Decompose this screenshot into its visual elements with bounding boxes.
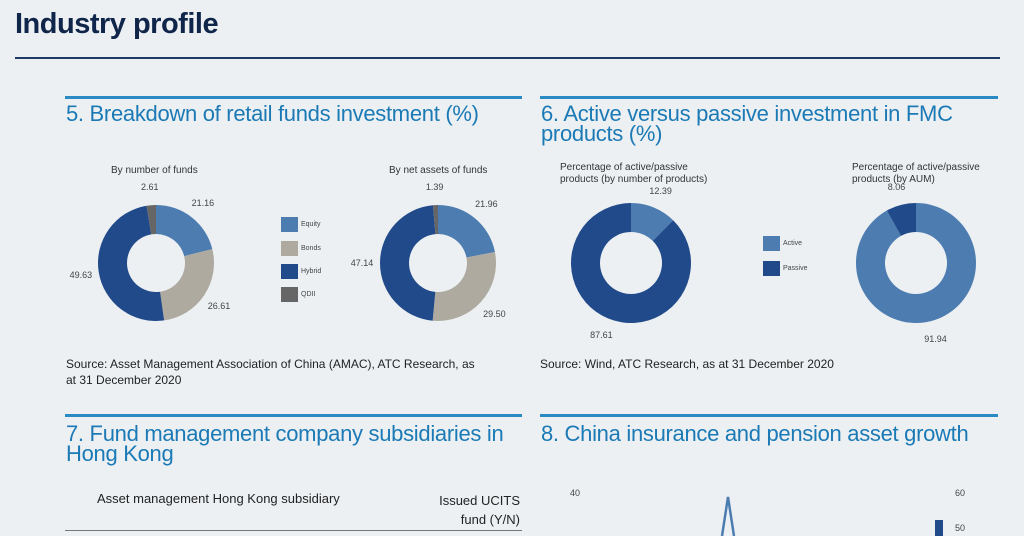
legend-item-equity: Equity xyxy=(281,217,320,232)
donut-slice-passive xyxy=(570,203,691,323)
legend-label: Active xyxy=(783,240,803,247)
title-divider xyxy=(15,57,1000,59)
section-divider xyxy=(65,96,522,99)
legend-label: Passive xyxy=(783,265,808,272)
section-6-heading: 6. Active versus passive investment in F… xyxy=(541,101,953,146)
legend-swatch xyxy=(281,241,298,256)
y-axis-left-tick: 40 xyxy=(570,488,581,498)
section-divider xyxy=(65,414,522,417)
donut-slice-passive xyxy=(886,203,916,236)
data-label: 2.61 xyxy=(141,182,159,193)
legend-item-qdii: QDII xyxy=(281,287,315,302)
donut-slice-hybrid xyxy=(380,205,436,321)
legend-label: Equity xyxy=(301,221,321,228)
data-label: 8.06 xyxy=(887,182,906,193)
table-header-rule xyxy=(65,530,522,531)
chart-title: Percentage of active/passive products (b… xyxy=(560,162,708,185)
source-note: Source: Wind, ATC Research, as at 31 Dec… xyxy=(540,357,834,371)
section-8-heading: 8. China insurance and pension asset gro… xyxy=(541,421,969,446)
donut-slice-hybrid xyxy=(97,205,165,322)
data-label: 29.50 xyxy=(483,309,506,320)
data-label: 49.63 xyxy=(69,269,93,280)
donut-slice-active xyxy=(631,203,674,241)
y-axis-right-tick: 60 xyxy=(955,488,966,498)
data-label: 21.96 xyxy=(475,199,498,210)
table-header-ucits: Issued UCITS fund (Y/N) xyxy=(439,493,520,527)
y-axis-right-tick: 50 xyxy=(955,523,966,533)
data-label: 21.16 xyxy=(191,198,215,209)
section-divider xyxy=(540,96,998,99)
legend-item-passive: Passive xyxy=(763,261,808,276)
legend-swatch xyxy=(281,217,298,232)
legend-swatch xyxy=(281,264,298,279)
bar-mark xyxy=(935,520,943,536)
donut-slice-bonds xyxy=(432,251,496,321)
legend-swatch xyxy=(763,236,780,251)
data-label: 87.61 xyxy=(590,330,613,341)
data-label: 12.39 xyxy=(649,185,672,196)
donut-slice-equity xyxy=(156,205,213,257)
data-label: 1.39 xyxy=(425,182,444,193)
table-header-subsidiary: Asset management Hong Kong subsidiary xyxy=(97,491,340,506)
chart-title: By number of funds xyxy=(111,165,198,176)
chart-title: By net assets of funds xyxy=(389,165,488,176)
section-divider xyxy=(540,414,998,417)
page-title: Industry profile xyxy=(15,8,219,40)
legend-swatch xyxy=(281,287,298,302)
donut-slice-qdii xyxy=(146,205,156,235)
donut-slice-equity xyxy=(438,205,495,258)
legend-item-bonds: Bonds xyxy=(281,241,321,256)
legend-label: Hybrid xyxy=(301,268,322,275)
section-5-heading: 5. Breakdown of retail funds investment … xyxy=(66,101,479,126)
data-label: 26.61 xyxy=(207,300,231,311)
data-label: 47.14 xyxy=(350,257,374,268)
data-label: 91.94 xyxy=(924,333,947,344)
donut-slice-qdii xyxy=(432,205,438,235)
legend-label: QDII xyxy=(301,291,316,298)
source-note: Source: Asset Management Association of … xyxy=(66,357,475,387)
legend-label: Bonds xyxy=(301,245,321,252)
chart-title: Percentage of active/passive products (b… xyxy=(852,162,980,185)
donut-slice-active xyxy=(856,203,977,323)
legend-item-active: Active xyxy=(763,236,802,251)
legend-item-hybrid: Hybrid xyxy=(281,264,321,279)
legend-swatch xyxy=(763,261,780,276)
donut-slice-bonds xyxy=(160,249,214,321)
section-7-heading: 7. Fund management company subsidiaries … xyxy=(66,421,504,466)
